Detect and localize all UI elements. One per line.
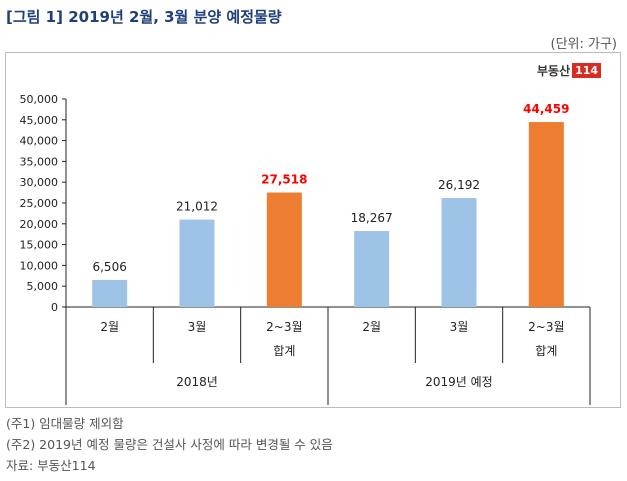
data-label: 18,267	[351, 211, 393, 225]
footnotes: (주1) 임대물량 제외함 (주2) 2019년 예정 물량은 건설사 사정에 …	[6, 413, 333, 476]
x-category-label: 2~3월	[528, 320, 564, 334]
data-label: 27,518	[261, 173, 307, 187]
x-subcategory-label: 합계	[273, 344, 295, 358]
x-category-label: 2~3월	[266, 320, 302, 334]
y-tick-label: 45,000	[20, 114, 59, 127]
chart-frame	[5, 52, 621, 408]
y-tick-label: 25,000	[20, 197, 59, 210]
x-category-label: 3월	[450, 320, 469, 334]
x-group-label: 2019년 예정	[425, 375, 492, 389]
y-tick-label: 20,000	[20, 218, 59, 231]
data-label: 44,459	[523, 102, 569, 116]
y-tick-label: 15,000	[20, 239, 59, 252]
logo-number: 114	[572, 63, 602, 78]
unit-label: (단위: 가구)	[550, 37, 618, 52]
footnote-2: (주2) 2019년 예정 물량은 건설사 사정에 따라 변경될 수 있음	[6, 437, 333, 452]
data-label: 26,192	[438, 178, 480, 192]
logo-text: 부동산	[537, 64, 571, 78]
x-category-label: 2월	[362, 320, 381, 334]
y-tick-label: 35,000	[20, 155, 59, 168]
bar	[179, 219, 215, 307]
source-note: 자료: 부동산114	[6, 458, 96, 473]
bar	[528, 122, 564, 307]
x-group-label: 2018년	[176, 375, 218, 389]
footnote-1: (주1) 임대물량 제외함	[6, 416, 124, 431]
y-tick-label: 0	[51, 301, 58, 314]
y-tick-label: 10,000	[20, 259, 59, 272]
bar	[354, 231, 390, 307]
y-tick-label: 50,000	[20, 93, 59, 106]
y-tick-label: 30,000	[20, 176, 59, 189]
x-subcategory-label: 합계	[535, 344, 557, 358]
data-label: 6,506	[92, 260, 126, 274]
x-category-label: 3월	[188, 320, 207, 334]
y-tick-label: 40,000	[20, 135, 59, 148]
chart-title: [그림 1] 2019년 2월, 3월 분양 예정물량	[6, 8, 282, 26]
y-tick-label: 5,000	[27, 280, 59, 293]
bar	[266, 192, 302, 307]
bar	[441, 198, 477, 307]
data-label: 21,012	[176, 200, 218, 214]
bar	[92, 279, 128, 307]
x-category-label: 2월	[100, 320, 119, 334]
source-logo: 부동산 114	[537, 62, 602, 79]
